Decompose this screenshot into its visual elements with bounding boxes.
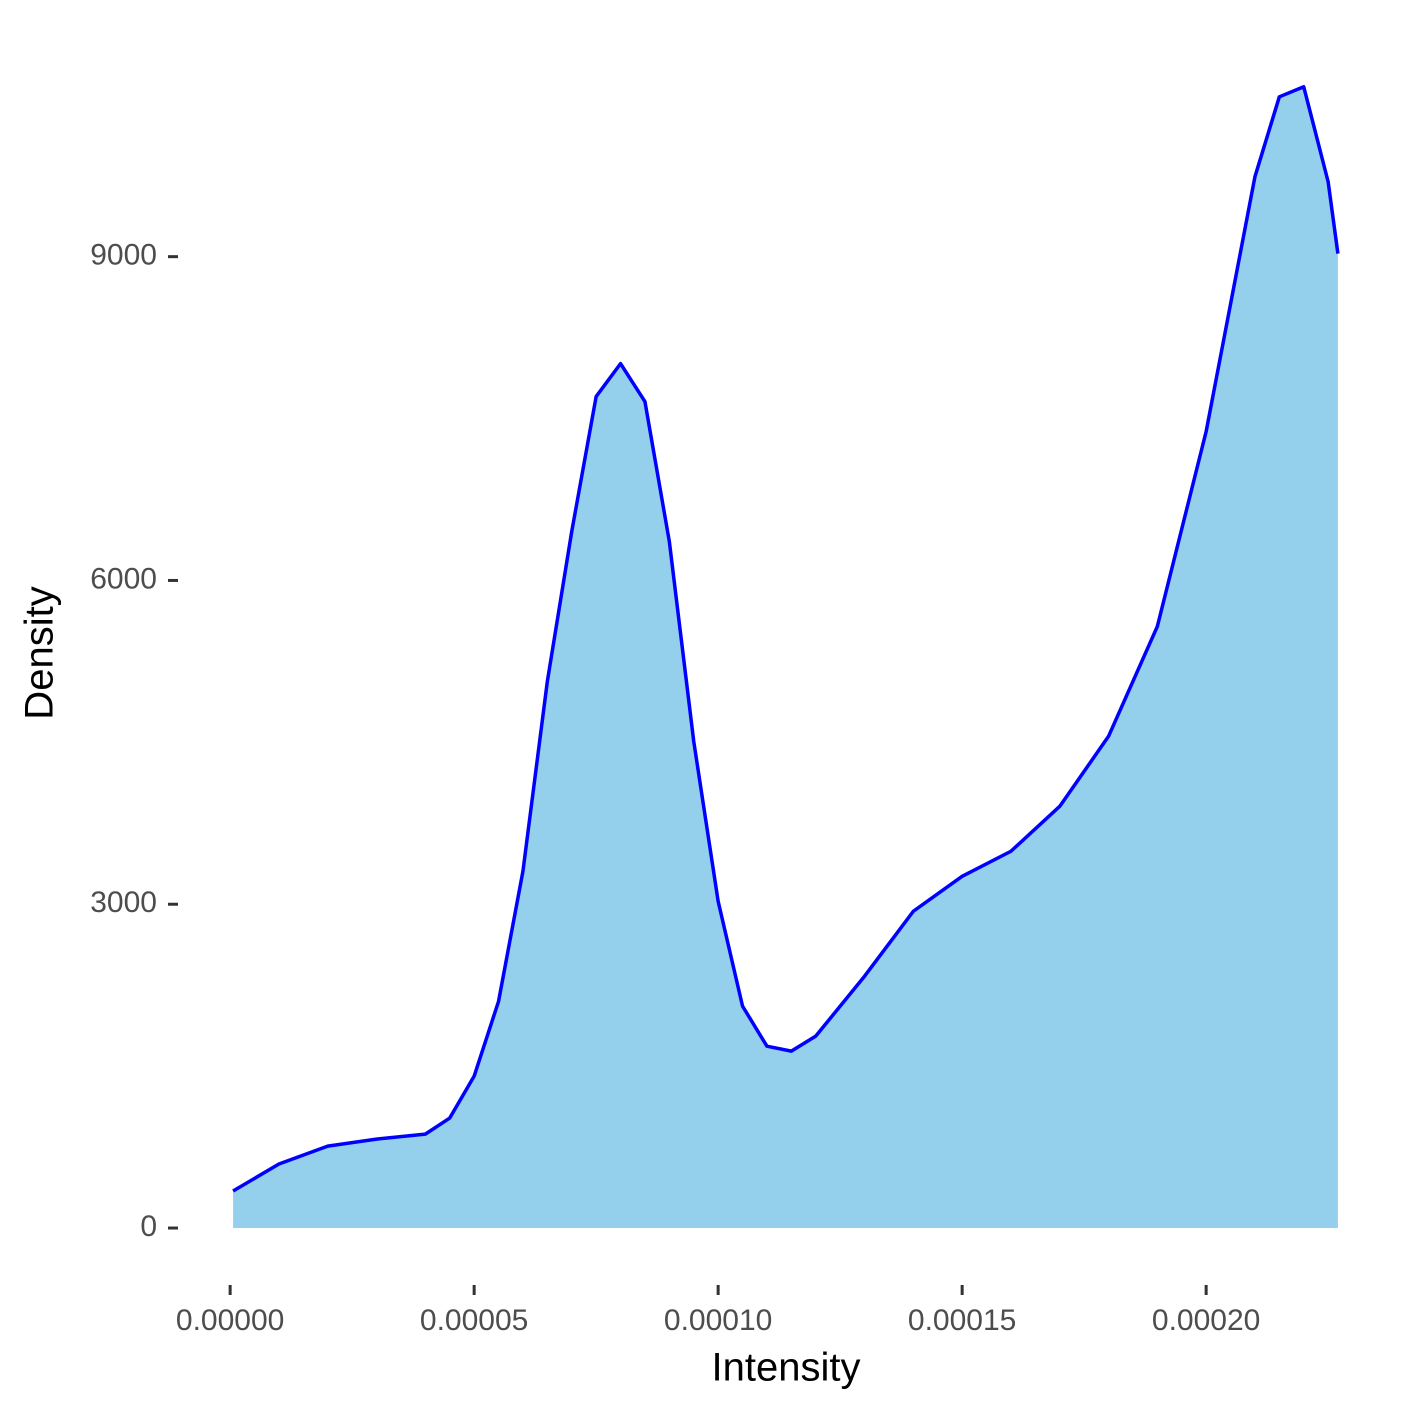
y-tick-label: 9000 bbox=[90, 239, 157, 272]
y-tick-label: 0 bbox=[140, 1210, 157, 1243]
y-tick-label: 6000 bbox=[90, 562, 157, 595]
density-line bbox=[232, 85, 1340, 1193]
y-axis-title: Density bbox=[18, 586, 62, 719]
x-tick-label: 0.00010 bbox=[664, 1304, 772, 1337]
x-axis-title: Intensity bbox=[712, 1346, 861, 1390]
x-tick-label: 0.00000 bbox=[176, 1304, 284, 1337]
x-tick-label: 0.00020 bbox=[1152, 1304, 1260, 1337]
density-area bbox=[233, 86, 1338, 1229]
y-tick-label: 3000 bbox=[90, 886, 157, 919]
x-tick-label: 0.00015 bbox=[908, 1304, 1016, 1337]
x-tick-label: 0.00005 bbox=[420, 1304, 528, 1337]
